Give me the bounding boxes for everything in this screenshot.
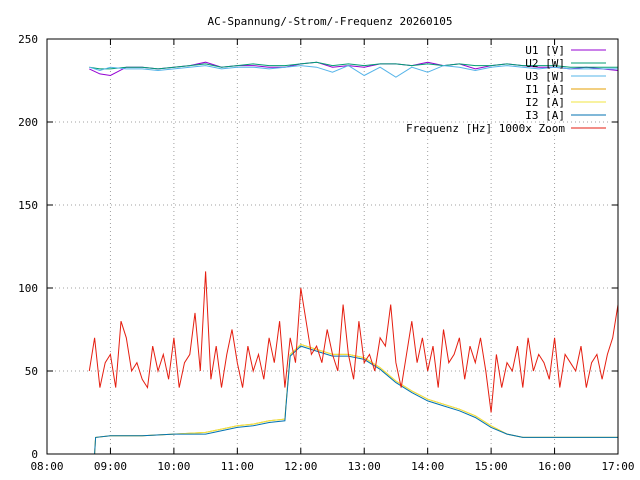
series-line-2 (89, 65, 618, 78)
y-tick-label: 250 (18, 33, 38, 46)
x-tick-label: 17:00 (601, 460, 634, 473)
y-tick-label: 100 (18, 282, 38, 295)
y-tick-label: 50 (25, 365, 38, 378)
legend-label: U1 [V] (525, 44, 565, 57)
legend-label: U2 [W] (525, 57, 565, 70)
legend: U1 [V]U2 [W]U3 [W]I1 [A]I2 [A]I3 [A]Freq… (406, 44, 606, 135)
x-tick-label: 16:00 (538, 460, 571, 473)
x-tick-label: 12:00 (284, 460, 317, 473)
x-tick-label: 10:00 (157, 460, 190, 473)
chart-title: AC-Spannung/-Strom/-Frequenz 20260105 (207, 15, 452, 28)
series-line-6 (88, 271, 619, 413)
legend-label: I1 [A] (525, 83, 565, 96)
y-tick-label: 200 (18, 116, 38, 129)
series-line-1 (89, 61, 618, 70)
legend-label: Frequenz [Hz] 1000x Zoom (406, 122, 565, 135)
series-layer (88, 61, 619, 455)
legend-label: I3 [A] (525, 109, 565, 122)
x-tick-label: 13:00 (348, 460, 381, 473)
series-line-5 (94, 345, 618, 455)
y-tick-label: 0 (31, 448, 38, 461)
x-tick-label: 15:00 (475, 460, 508, 473)
x-tick-label: 11:00 (221, 460, 254, 473)
legend-label: U3 [W] (525, 70, 565, 83)
legend-label: I2 [A] (525, 96, 565, 109)
x-tick-label: 09:00 (94, 460, 127, 473)
x-tick-label: 08:00 (30, 460, 63, 473)
y-tick-label: 150 (18, 199, 38, 212)
axis-ticks: 08:00 09:00 10:00 11:00 12:00 13:00 14:00 15:00… (18, 33, 634, 473)
x-tick-label: 14:00 (411, 460, 444, 473)
plot-frame (46, 38, 619, 455)
